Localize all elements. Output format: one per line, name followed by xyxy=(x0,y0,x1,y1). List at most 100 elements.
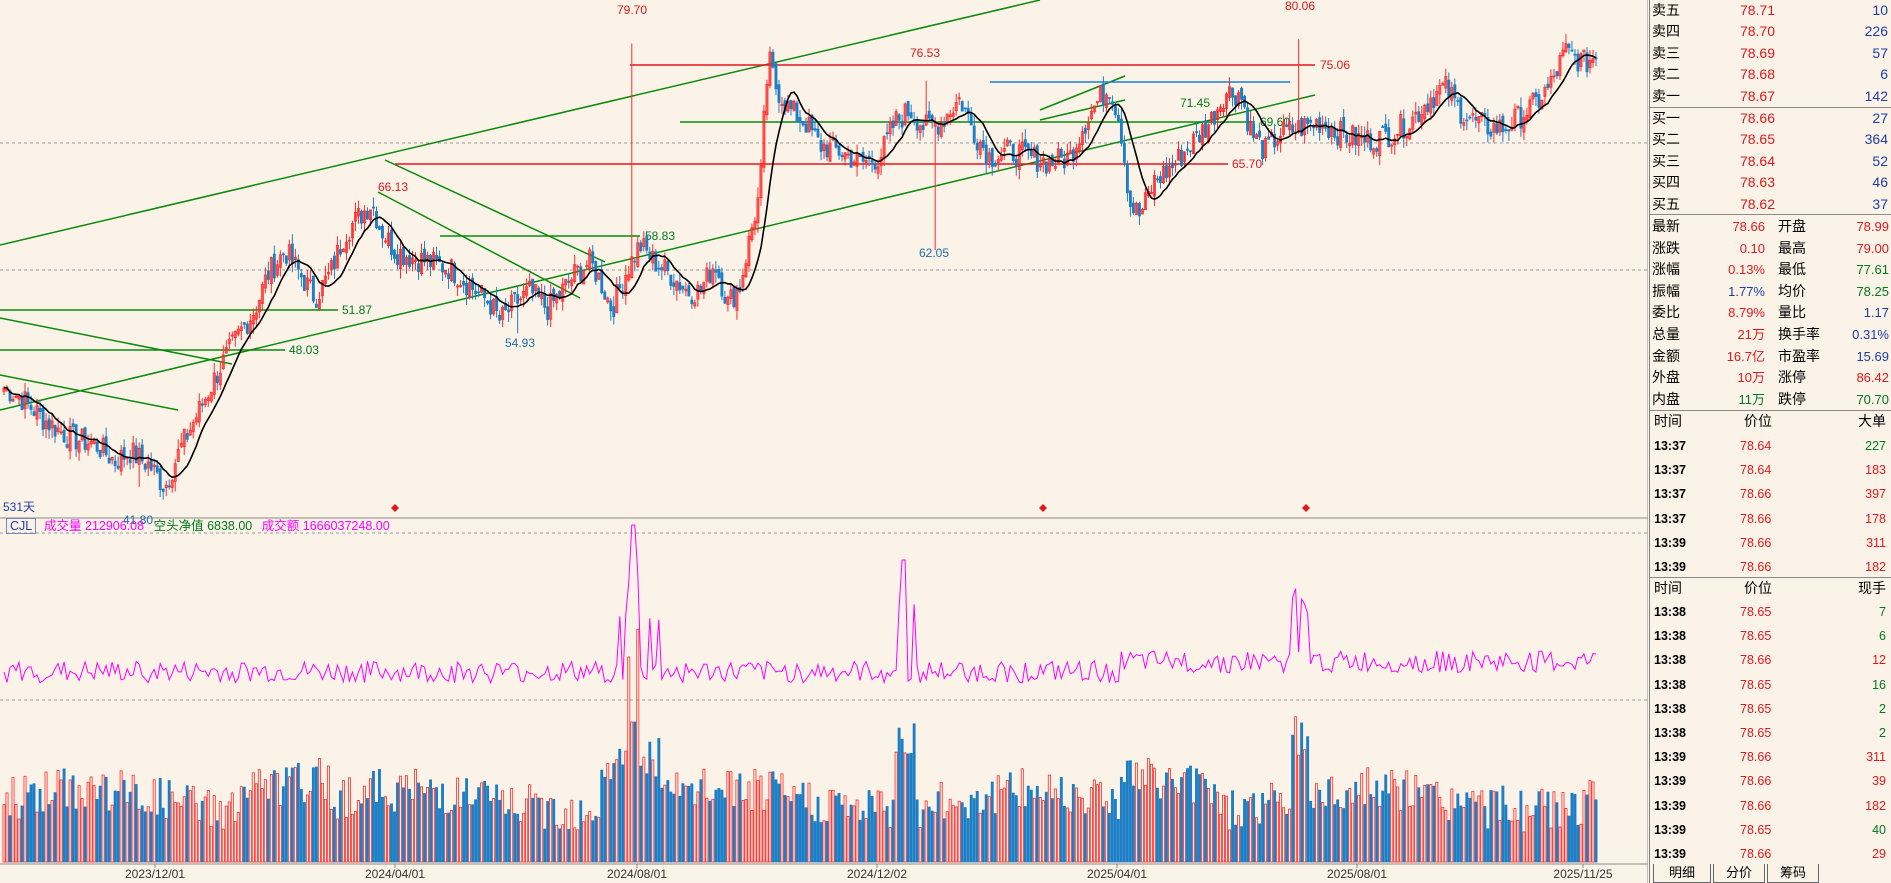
candle-body xyxy=(372,206,375,209)
candle-body xyxy=(459,285,463,287)
tab-price-dist[interactable]: 分价 xyxy=(1713,864,1765,883)
volume-bar xyxy=(909,752,913,863)
candle-body xyxy=(1047,158,1051,172)
candle-body xyxy=(1098,86,1102,103)
candle-body xyxy=(774,63,778,90)
volume-bar xyxy=(1432,785,1436,863)
volume-bar xyxy=(561,824,565,863)
volume-bar xyxy=(11,777,15,863)
volume-bar xyxy=(1107,812,1111,863)
candle-body xyxy=(570,279,574,287)
tick-volume: 39 xyxy=(1872,774,1886,789)
volume-bar xyxy=(753,769,757,863)
volume-bar xyxy=(1195,768,1198,863)
volume-bar xyxy=(116,791,120,863)
volume-bar xyxy=(396,782,399,863)
candle-body xyxy=(1213,110,1216,125)
volume-bar xyxy=(492,798,496,863)
candle-body xyxy=(86,443,90,451)
candle-body xyxy=(1095,101,1099,104)
volume-bar xyxy=(56,769,60,863)
volume-bar xyxy=(2,804,6,863)
volume-bar xyxy=(359,803,363,863)
big-order-price: 78.64 xyxy=(1740,439,1772,453)
candle-body xyxy=(1330,127,1334,137)
candle-body xyxy=(375,211,378,228)
trend-line xyxy=(377,191,581,299)
candle-body xyxy=(41,407,45,430)
volume-bar xyxy=(942,818,946,863)
quote-value-2: 15.69 xyxy=(1856,348,1889,364)
quote-value-2: 78.99 xyxy=(1856,219,1889,234)
volume-bar xyxy=(1068,811,1072,863)
quote-row: 总量 21万 换手率 0.31% xyxy=(1650,324,1891,346)
candle-body xyxy=(408,255,411,267)
volume-bar xyxy=(1306,736,1310,863)
ask-price: 78.71 xyxy=(1739,2,1775,18)
candle-body xyxy=(915,119,919,131)
volume-bar xyxy=(74,808,78,863)
col-volume: 现手 xyxy=(1858,580,1886,596)
level-label: 75.06 xyxy=(1320,58,1350,72)
volume-bar xyxy=(257,769,261,863)
volume-bar xyxy=(477,787,481,863)
candle-body xyxy=(945,113,949,123)
candle-body xyxy=(245,323,249,334)
candle-body xyxy=(1588,59,1592,69)
volume-bar xyxy=(381,796,384,863)
volume-bar xyxy=(1591,781,1595,863)
volume-bar xyxy=(1168,768,1171,863)
candle-body xyxy=(224,346,228,354)
volume-bar xyxy=(786,796,790,863)
indicator-name[interactable]: CJL xyxy=(6,518,37,534)
volume-bar xyxy=(642,756,646,863)
volume-bar xyxy=(1101,806,1105,863)
candle-body xyxy=(1180,149,1183,166)
candle-body xyxy=(101,437,105,453)
volume-bar xyxy=(41,811,45,863)
volume-bar xyxy=(516,813,520,863)
candle-body xyxy=(1528,99,1532,118)
volume-bar xyxy=(876,790,880,863)
volume-bar xyxy=(209,825,213,863)
volume-bar xyxy=(29,784,33,863)
candle-body xyxy=(837,145,841,156)
volume-bar xyxy=(1041,800,1045,863)
bid-row: 买四 78.63 46 xyxy=(1650,172,1891,194)
volume-bar xyxy=(1149,763,1153,863)
volume-bar xyxy=(696,791,700,863)
volume-bar xyxy=(1369,794,1373,863)
candle-body xyxy=(44,420,48,430)
candle-body xyxy=(756,197,760,224)
quote-value-2: 86.42 xyxy=(1856,370,1889,386)
volume-bar xyxy=(585,815,589,863)
candle-body xyxy=(338,249,342,255)
candle-body xyxy=(107,457,111,464)
candle-body xyxy=(1149,191,1153,194)
candle-body xyxy=(32,411,36,416)
volume-bar xyxy=(1083,813,1087,863)
volume-bar xyxy=(1351,802,1355,863)
tab-detail[interactable]: 明细 xyxy=(1653,864,1711,883)
quote-label-2: 均价 xyxy=(1778,282,1806,299)
candle-body xyxy=(1162,166,1165,184)
candle-body xyxy=(789,100,793,110)
kline-chart[interactable]: 75.0665.7069.6071.4558.8351.8748.0379.70… xyxy=(0,0,1648,883)
volume-bar xyxy=(1345,790,1349,863)
candle-body xyxy=(1168,165,1171,178)
volume-bar xyxy=(1417,787,1421,863)
legend-volume-label: 成交量 xyxy=(44,519,82,533)
candle-body xyxy=(1525,115,1529,121)
candle-body xyxy=(359,210,363,224)
candle-body xyxy=(1540,99,1544,110)
candle-body xyxy=(750,227,754,241)
bid-price: 78.65 xyxy=(1739,131,1775,148)
volume-bar xyxy=(1486,828,1490,863)
tab-chips[interactable]: 筹码 xyxy=(1767,864,1819,883)
trend-line xyxy=(0,317,233,365)
volume-bar xyxy=(191,785,195,863)
candle-body xyxy=(366,210,369,220)
candle-body xyxy=(396,254,399,265)
tick-price: 78.66 xyxy=(1740,774,1772,789)
quote-label: 涨跌 xyxy=(1652,239,1680,256)
